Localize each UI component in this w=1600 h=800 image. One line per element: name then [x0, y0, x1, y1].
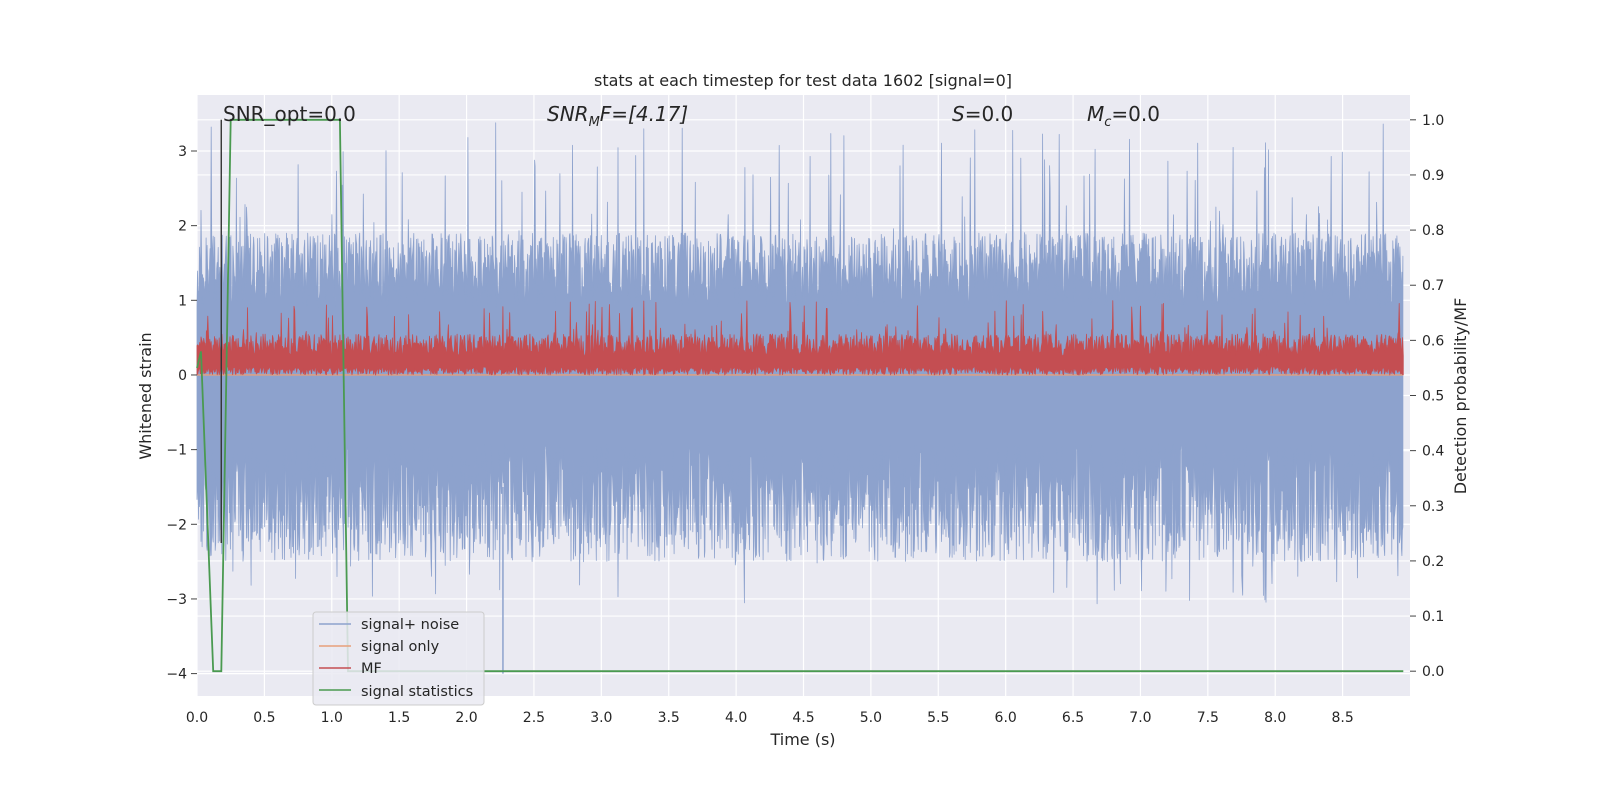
- x-tick-label: 7.5: [1197, 710, 1219, 726]
- annotation-s-main: S: [952, 102, 965, 126]
- x-tick-label: 1.0: [321, 710, 343, 726]
- annotation-mc-sub: c: [1104, 115, 1111, 130]
- y-axis-label: Whitened strain: [136, 332, 155, 459]
- x-tick-label: 2.5: [523, 710, 545, 726]
- y-tick-label: −3: [166, 592, 187, 608]
- x-tick-label: 7.0: [1129, 710, 1151, 726]
- legend-label-mf: MF: [361, 661, 382, 677]
- annotation-s-rest: =0.0: [965, 102, 1014, 126]
- x-tick-label: 8.5: [1331, 710, 1353, 726]
- annotation-snr-mf: SNRMF=[4.17]: [547, 102, 688, 130]
- y-right-tick-label: 0.4: [1422, 444, 1444, 460]
- legend-box: [312, 611, 485, 706]
- annotation-s: S=0.0: [952, 102, 1013, 126]
- x-tick-labels: 0.0 0.5 1.0 1.5 2.0 2.5 3.0 3.5 4.0 4.5 5.0 5.5 6.0 6…: [186, 710, 1354, 726]
- annotation-snr-mf-sub: M: [589, 115, 600, 130]
- y-right-tick-label: 0.2: [1422, 554, 1444, 570]
- y-right-tick-label: 0.0: [1422, 664, 1444, 680]
- y-right-tick-label: 0.5: [1422, 389, 1444, 405]
- legend: signal+ noise signal only MF signal stat…: [312, 611, 485, 706]
- series-signal-statistics: [196, 118, 1404, 673]
- annotation-snr-mf-rest: F=[4.17]: [600, 102, 688, 126]
- y-tick-label: −4: [166, 667, 187, 683]
- legend-label-signal-statistics: signal statistics: [361, 684, 473, 700]
- x-tick-label: 3.5: [658, 710, 680, 726]
- x-tick-label: 1.5: [388, 710, 410, 726]
- y-right-tick-label: 0.7: [1422, 278, 1444, 294]
- x-tick-label: 5.0: [860, 710, 882, 726]
- x-tick-label: 5.5: [927, 710, 949, 726]
- annotation-mc-rest: =0.0: [1111, 102, 1160, 126]
- y-tick-label: −2: [166, 517, 187, 533]
- annotation-mc-main: M: [1087, 102, 1104, 126]
- annotation-snr-opt: SNR_opt=0.0: [223, 102, 356, 126]
- x-tick-label: 0.5: [253, 710, 275, 726]
- x-axis-label: Time (s): [769, 730, 835, 749]
- y-tick-label: 0: [178, 368, 187, 384]
- y-tick-label: 3: [178, 144, 187, 160]
- mf-trace: [196, 300, 1404, 376]
- legend-label-signal-plus-noise: signal+ noise: [361, 617, 459, 633]
- annotation-snr-mf-main: SNR: [547, 102, 589, 126]
- y-right-tick-label: 1.0: [1422, 113, 1444, 129]
- y-right-tick-labels: 1.0 0.9 0.8 0.7 0.6 0.5 0.4 0.3 0.2 0.1 0.0: [1410, 113, 1444, 680]
- signal-statistics-line: [196, 118, 1404, 673]
- x-tick-label: 4.5: [792, 710, 814, 726]
- y-right-tick-label: 0.9: [1422, 168, 1444, 184]
- annotation-mc: Mc=0.0: [1087, 102, 1160, 130]
- y-right-tick-label: 0.3: [1422, 499, 1444, 515]
- chart-title: stats at each timestep for test data 160…: [594, 71, 1012, 90]
- x-tick-label: 6.0: [995, 710, 1017, 726]
- y-right-axis-label: Detection probability/MF: [1451, 298, 1470, 495]
- series-mf: [196, 300, 1404, 376]
- y-right-tick-label: 0.6: [1422, 333, 1444, 349]
- y-right-tick-label: 0.8: [1422, 223, 1444, 239]
- legend-label-signal-only: signal only: [361, 639, 440, 655]
- x-tick-label: 3.0: [590, 710, 612, 726]
- y-right-tick-label: 0.1: [1422, 609, 1444, 625]
- x-tick-label: 4.0: [725, 710, 747, 726]
- x-tick-label: 2.0: [455, 710, 477, 726]
- x-tick-label: 6.5: [1062, 710, 1084, 726]
- y-tick-labels: 3 2 1 0 −1 −2 −3 −4: [166, 144, 197, 683]
- x-tick-label: 0.0: [186, 710, 208, 726]
- y-tick-label: 2: [178, 219, 187, 235]
- y-tick-label: −1: [166, 443, 187, 459]
- y-tick-label: 1: [178, 293, 187, 309]
- x-tick-label: 8.0: [1264, 710, 1286, 726]
